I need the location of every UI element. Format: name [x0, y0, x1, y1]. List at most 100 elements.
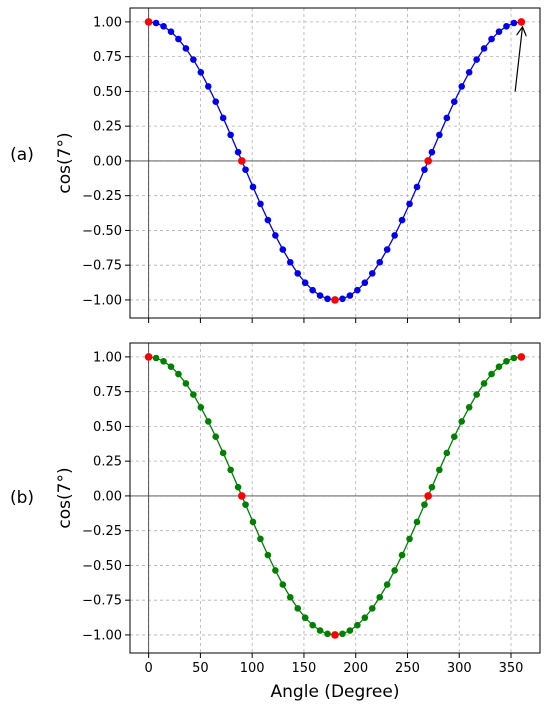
- data-point: [383, 581, 391, 588]
- data-point: [316, 292, 324, 299]
- data-point: [458, 83, 466, 90]
- data-point: [190, 391, 197, 398]
- data-point: [279, 581, 287, 588]
- x-tick-label: 100: [240, 661, 265, 676]
- x-tick-label: 250: [395, 661, 420, 676]
- y-tick-label: 0.75: [93, 385, 122, 400]
- data-point: [204, 83, 212, 90]
- axes-frame: [129, 342, 541, 654]
- highlight-point: [144, 353, 153, 361]
- x-tick-label: 50: [192, 661, 209, 676]
- data-point: [510, 19, 518, 27]
- data-point: [376, 593, 384, 601]
- axes-frame: [129, 7, 541, 319]
- data-point: [391, 567, 398, 574]
- data-point: [301, 279, 309, 287]
- data-point: [264, 551, 272, 559]
- highlight-point: [424, 157, 432, 165]
- data-point: [428, 148, 436, 156]
- y-tick-label: −0.50: [82, 224, 122, 239]
- y-tick-label: 0.25: [93, 120, 122, 135]
- data-point: [406, 535, 413, 543]
- data-point: [488, 370, 495, 378]
- data-point: [436, 466, 443, 474]
- data-point: [398, 551, 406, 559]
- y-tick-label: −0.25: [82, 189, 122, 204]
- data-point: [346, 627, 354, 634]
- data-point: [197, 404, 205, 411]
- data-point: [354, 621, 361, 629]
- data-point: [406, 200, 413, 208]
- data-point: [175, 370, 182, 378]
- y-tick-label: 1.00: [93, 350, 122, 365]
- data-point: [257, 535, 264, 543]
- y-tick-label: −0.75: [82, 259, 122, 274]
- data-point: [413, 183, 421, 191]
- data-point: [167, 28, 175, 35]
- data-point: [421, 166, 428, 173]
- data-point: [272, 567, 279, 574]
- data-point: [421, 501, 428, 508]
- data-point: [480, 45, 488, 52]
- y-tick-label: 0.50: [93, 85, 122, 100]
- data-point: [242, 166, 249, 173]
- data-point: [167, 363, 175, 370]
- data-point: [212, 433, 220, 441]
- data-point: [152, 19, 160, 27]
- highlight-point: [144, 18, 153, 26]
- data-point: [458, 418, 466, 425]
- data-point: [495, 28, 503, 35]
- data-point: [465, 404, 473, 411]
- annotation-arrow: [514, 28, 522, 92]
- highlight-point: [331, 296, 339, 304]
- data-point: [383, 246, 391, 253]
- highlight-point: [238, 492, 246, 500]
- data-point: [286, 593, 294, 601]
- y-tick-label: −1.00: [82, 293, 122, 308]
- data-point: [309, 286, 316, 294]
- y-tick-label: 0.75: [93, 50, 122, 65]
- y-axis-label: cos(7°): [55, 467, 75, 528]
- data-point: [361, 279, 369, 287]
- data-point: [436, 131, 443, 139]
- data-point: [368, 605, 376, 612]
- highlight-point: [238, 157, 246, 165]
- y-tick-label: 0.00: [93, 154, 122, 169]
- data-point: [495, 363, 503, 370]
- data-point: [234, 483, 242, 491]
- data-point: [294, 270, 302, 277]
- panel-label: (b): [10, 488, 34, 508]
- data-point: [324, 630, 331, 638]
- data-point: [234, 148, 242, 156]
- data-point: [227, 466, 234, 474]
- data-point: [294, 605, 302, 612]
- data-point: [160, 22, 167, 30]
- data-point: [152, 354, 160, 362]
- data-point: [324, 295, 331, 303]
- data-point: [264, 216, 272, 224]
- data-point: [376, 258, 384, 266]
- data-point: [242, 501, 249, 508]
- data-point: [473, 391, 480, 398]
- x-tick-label: 350: [499, 661, 524, 676]
- data-point: [339, 630, 346, 638]
- x-tick-label: 0: [144, 661, 152, 676]
- data-point: [361, 614, 369, 622]
- data-point: [301, 614, 309, 622]
- data-point: [339, 295, 346, 303]
- data-point: [391, 232, 398, 239]
- y-axis-label: cos(7°): [55, 132, 75, 193]
- y-tick-label: −1.00: [82, 628, 122, 643]
- data-point: [272, 232, 279, 239]
- data-point: [503, 357, 510, 365]
- data-point: [316, 627, 324, 634]
- data-point: [346, 292, 354, 299]
- x-axis-label: Angle (Degree): [271, 682, 400, 702]
- data-point: [354, 286, 361, 294]
- data-point: [450, 98, 458, 106]
- data-point: [197, 69, 205, 76]
- highlight-point: [517, 18, 526, 26]
- x-tick-label: 200: [343, 661, 368, 676]
- data-point: [398, 216, 406, 224]
